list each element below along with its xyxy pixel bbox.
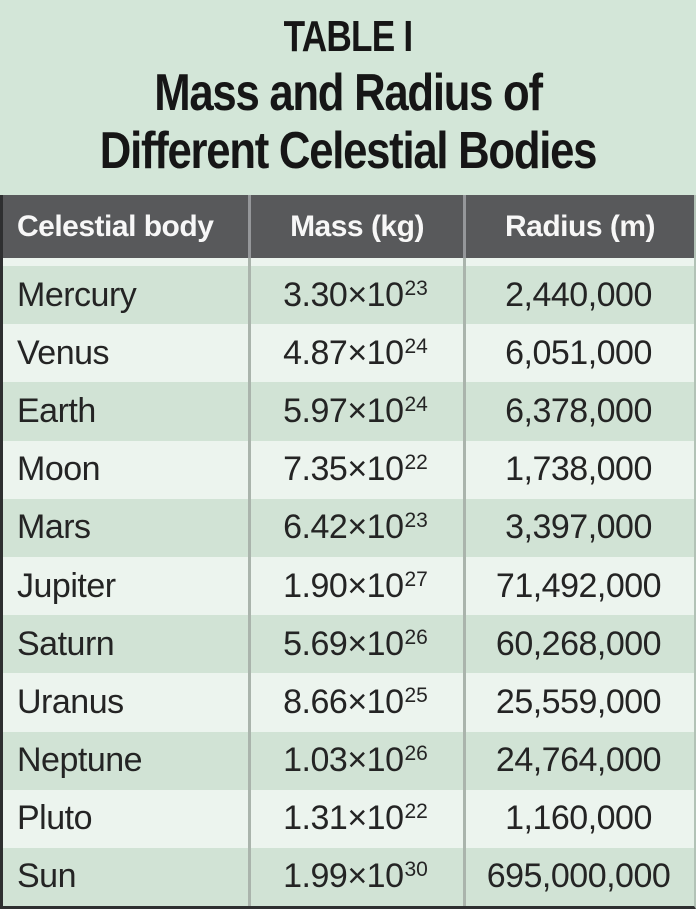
cell-body-name: Saturn <box>17 624 115 663</box>
header-mass: Mass (kg) <box>248 195 463 258</box>
table-row-mercury: Mercury 3.30×1023 2,440,000 <box>3 266 694 325</box>
table-row-earth: Earth 5.97×1024 6,378,000 <box>3 382 694 441</box>
cell-mass: 8.66×1025 <box>248 673 463 731</box>
mass-value: 1.03×10 <box>283 741 404 780</box>
cell-body-name: Sun <box>17 857 77 896</box>
cell-mass: 1.31×1022 <box>248 790 463 848</box>
cell-radius: 6,051,000 <box>505 333 652 372</box>
mass-exponent: 23 <box>404 276 428 300</box>
column-divider-2 <box>463 258 466 906</box>
table-body: Mercury 3.30×1023 2,440,000 Venus 4.87×1… <box>3 258 694 907</box>
mass-exponent: 23 <box>404 509 428 533</box>
cell-body-name: Mercury <box>17 275 137 314</box>
cell-radius: 6,378,000 <box>505 391 652 430</box>
data-table: Celestial body Mass (kg) Radius (m) Merc… <box>0 195 696 909</box>
cell-body-name: Jupiter <box>17 566 116 605</box>
mass-value: 5.69×10 <box>283 624 404 663</box>
title-block: TABLE I Mass and Radius of Different Cel… <box>0 0 696 195</box>
mass-exponent: 24 <box>404 392 428 416</box>
cell-mass: 5.97×1024 <box>248 382 463 440</box>
cell-radius: 1,160,000 <box>505 799 652 838</box>
mass-value: 1.31×10 <box>283 799 404 838</box>
table-row-moon: Moon 7.35×1022 1,738,000 <box>3 440 694 499</box>
column-divider-1 <box>248 258 251 906</box>
mass-exponent: 24 <box>404 334 428 358</box>
cell-body-name: Venus <box>17 333 110 372</box>
cell-radius: 60,268,000 <box>495 624 662 663</box>
mass-value: 5.97×10 <box>283 391 404 430</box>
table-row-sun: Sun 1.99×1030 695,000,000 <box>3 847 694 907</box>
cell-mass: 1.99×1030 <box>248 848 463 906</box>
cell-radius: 695,000,000 <box>486 857 671 896</box>
cell-mass: 1.90×1027 <box>248 557 463 615</box>
cell-body-name: Mars <box>17 508 91 547</box>
mass-exponent: 22 <box>404 451 428 475</box>
mass-exponent: 30 <box>404 858 428 882</box>
cell-mass: 7.35×1022 <box>248 441 463 499</box>
mass-value: 1.90×10 <box>283 566 404 605</box>
mass-value: 3.30×10 <box>283 275 404 314</box>
table-row-mars: Mars 6.42×1023 3,397,000 <box>3 498 694 557</box>
header-celestial-body: Celestial body <box>17 209 214 243</box>
header-radius: Radius (m) <box>463 195 694 258</box>
cell-radius: 71,492,000 <box>495 566 662 605</box>
table-row-neptune: Neptune 1.03×1026 24,764,000 <box>3 731 694 790</box>
table-number: TABLE I <box>283 12 413 61</box>
mass-exponent: 26 <box>404 742 428 766</box>
table-header-row: Celestial body Mass (kg) Radius (m) <box>3 195 694 258</box>
table-row-uranus: Uranus 8.66×1025 25,559,000 <box>3 673 694 732</box>
table-title-line1: Mass and Radius of <box>154 64 543 122</box>
table-row-saturn: Saturn 5.69×1026 60,268,000 <box>3 615 694 674</box>
mass-value: 7.35×10 <box>283 450 404 489</box>
cell-body-name: Moon <box>17 450 101 489</box>
cell-mass: 4.87×1024 <box>248 324 463 382</box>
cell-mass: 1.03×1026 <box>248 732 463 790</box>
header-body-gap <box>3 258 694 266</box>
cell-mass: 6.42×1023 <box>248 499 463 557</box>
mass-exponent: 27 <box>404 567 428 591</box>
mass-value: 6.42×10 <box>283 508 404 547</box>
mass-value: 1.99×10 <box>283 857 404 896</box>
cell-mass: 3.30×1023 <box>248 266 463 324</box>
mass-exponent: 22 <box>404 800 428 824</box>
cell-body-name: Neptune <box>17 741 143 780</box>
mass-value: 8.66×10 <box>283 682 404 721</box>
mass-exponent: 25 <box>404 683 428 707</box>
cell-radius: 2,440,000 <box>505 275 652 314</box>
cell-radius: 25,559,000 <box>495 682 662 721</box>
cell-radius: 24,764,000 <box>495 741 662 780</box>
mass-value: 4.87×10 <box>283 333 404 372</box>
table-title-line2: Different Celestial Bodies <box>99 122 598 180</box>
cell-body-name: Uranus <box>17 682 124 721</box>
table-row-venus: Venus 4.87×1024 6,051,000 <box>3 324 694 383</box>
cell-radius: 1,738,000 <box>505 450 652 489</box>
cell-body-name: Earth <box>17 391 96 430</box>
cell-body-name: Pluto <box>17 799 93 838</box>
cell-mass: 5.69×1026 <box>248 615 463 673</box>
table-row-jupiter: Jupiter 1.90×1027 71,492,000 <box>3 556 694 616</box>
cell-radius: 3,397,000 <box>505 508 652 547</box>
mass-exponent: 26 <box>404 625 428 649</box>
table-row-pluto: Pluto 1.31×1022 1,160,000 <box>3 789 694 848</box>
